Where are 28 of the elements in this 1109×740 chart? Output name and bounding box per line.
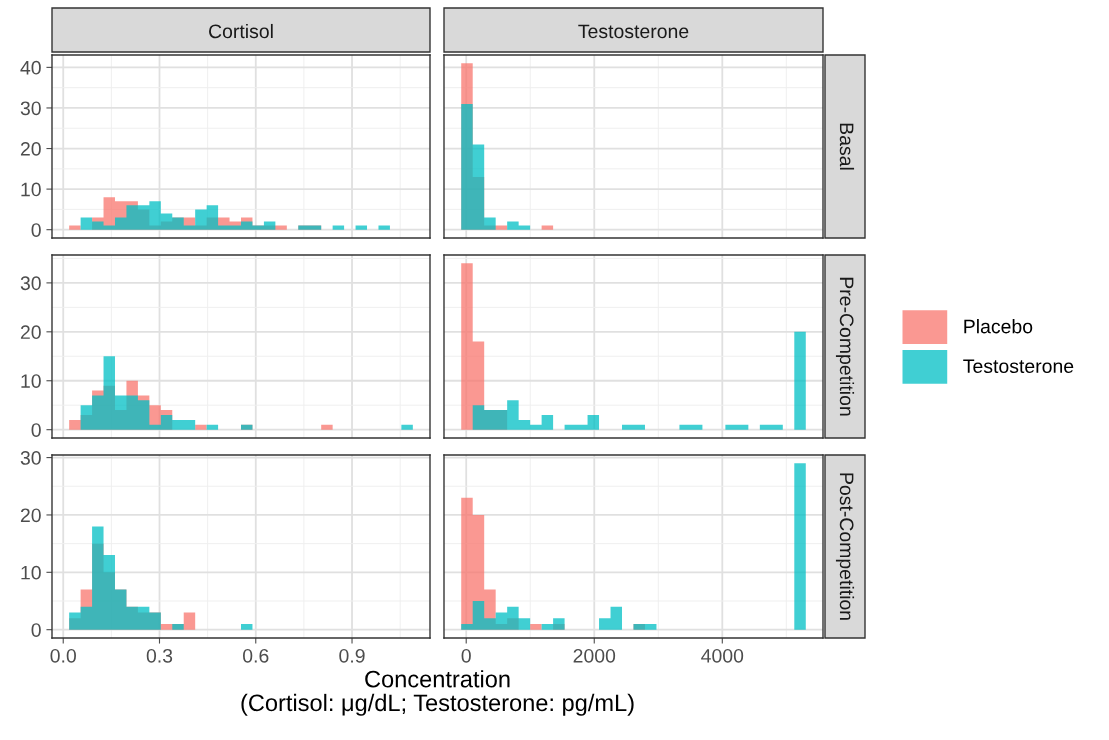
text: Post-Competition — [835, 473, 855, 620]
y-tick-label: 30 — [20, 276, 41, 291]
y-tick-label: 30 — [20, 451, 41, 465]
legend-label: Testosterone — [963, 359, 1074, 374]
x-tick-label: 0.6 — [243, 648, 269, 663]
y-tick-label: 10 — [21, 565, 41, 580]
y-tick-label: 20 — [20, 142, 41, 156]
text: Basal — [839, 123, 855, 170]
y-tick-label: 10 — [21, 374, 41, 388]
x-tick-label: 4000 — [701, 648, 744, 663]
y-tick-label: 20 — [20, 508, 41, 523]
text: Pre-Competition — [835, 277, 855, 416]
x-tick-label: 0.3 — [146, 648, 173, 663]
x-tick-label: 0.0 — [50, 648, 76, 663]
x-tick-label: 2000 — [573, 648, 616, 663]
y-tick-label: 0 — [31, 623, 41, 637]
chart-title: Testosterone — [578, 24, 689, 39]
y-tick-label: 40 — [20, 60, 41, 75]
x-tick-label: 0.9 — [339, 648, 365, 663]
y-tick-label: 20 — [20, 325, 41, 340]
y-tick-label: 0 — [31, 223, 41, 237]
chart-title: Cortisol — [209, 23, 273, 39]
y-tick-label: 30 — [20, 101, 41, 116]
y-tick-label: 0 — [31, 423, 41, 437]
legend-label: Placebo — [964, 319, 1033, 334]
y-tick-label: 10 — [21, 182, 41, 197]
x-tick-label: 0 — [461, 648, 471, 663]
x-axis-title: Concentration (Cortisol: μg/dL; Testosterone: pg/mL) — [241, 670, 634, 716]
